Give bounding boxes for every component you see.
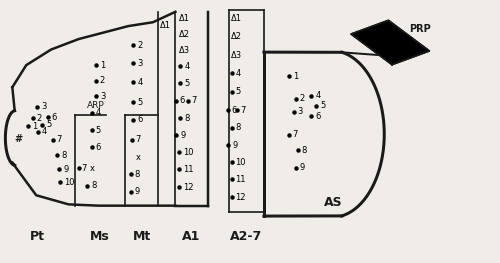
Text: 8: 8 — [184, 114, 190, 123]
Text: 4: 4 — [137, 78, 142, 87]
Text: 9: 9 — [232, 140, 237, 150]
Text: A1: A1 — [182, 230, 201, 243]
Text: 9: 9 — [180, 131, 186, 140]
Text: ARP: ARP — [87, 102, 104, 110]
Text: 3: 3 — [100, 92, 105, 101]
Text: A2-7: A2-7 — [230, 230, 262, 243]
Text: 6: 6 — [137, 115, 142, 124]
Text: 2: 2 — [137, 41, 142, 50]
Text: 4: 4 — [315, 91, 320, 100]
Text: 8: 8 — [302, 146, 307, 155]
Text: 3: 3 — [137, 59, 142, 68]
Text: 9: 9 — [63, 165, 68, 174]
Text: 3: 3 — [41, 102, 46, 111]
Text: 5: 5 — [137, 98, 142, 107]
Text: 10: 10 — [236, 158, 246, 167]
Text: Mt: Mt — [132, 230, 150, 243]
Text: 6: 6 — [96, 143, 101, 151]
Text: 5: 5 — [96, 126, 101, 135]
Text: 7: 7 — [293, 130, 298, 139]
Text: 7: 7 — [136, 135, 141, 144]
Text: 2: 2 — [100, 76, 105, 85]
Text: 11: 11 — [184, 165, 194, 174]
Text: 5: 5 — [236, 87, 241, 97]
Text: 3: 3 — [298, 108, 303, 117]
Text: 9: 9 — [134, 187, 140, 196]
Text: 7: 7 — [240, 106, 246, 115]
Text: 11: 11 — [236, 175, 246, 184]
Text: 4: 4 — [236, 69, 241, 78]
Text: Δ3: Δ3 — [231, 51, 242, 60]
Text: 5: 5 — [46, 120, 52, 129]
Text: 6: 6 — [52, 113, 57, 122]
Text: x: x — [136, 153, 140, 161]
Text: 12: 12 — [236, 193, 246, 201]
Text: 5: 5 — [184, 79, 190, 88]
Text: 4: 4 — [184, 62, 190, 71]
Text: 10: 10 — [64, 178, 74, 187]
Text: 7: 7 — [56, 135, 62, 144]
Text: 4: 4 — [96, 108, 101, 117]
Text: 1: 1 — [32, 122, 37, 131]
Text: 10: 10 — [184, 148, 194, 157]
Text: Δ2: Δ2 — [231, 32, 242, 41]
Text: Ms: Ms — [90, 230, 110, 243]
Text: 6: 6 — [315, 112, 320, 121]
Text: 2: 2 — [36, 114, 42, 123]
Text: 8: 8 — [61, 151, 66, 160]
Text: Δ1: Δ1 — [180, 14, 190, 23]
Text: 1: 1 — [100, 61, 105, 70]
Text: Pt: Pt — [30, 230, 44, 243]
Text: Δ2: Δ2 — [180, 30, 190, 39]
Text: 7: 7 — [191, 96, 196, 105]
Text: 6: 6 — [231, 106, 236, 115]
Text: 5: 5 — [320, 102, 326, 110]
Polygon shape — [351, 20, 430, 65]
Text: 12: 12 — [184, 183, 194, 192]
Text: Δ1: Δ1 — [160, 21, 170, 30]
Text: 9: 9 — [300, 163, 305, 173]
Text: #: # — [14, 134, 22, 144]
Text: Δ1: Δ1 — [231, 14, 242, 23]
Text: PRP: PRP — [409, 24, 431, 34]
Text: 8: 8 — [92, 181, 97, 190]
Text: 6: 6 — [180, 96, 185, 105]
Text: AS: AS — [324, 196, 343, 209]
Text: 4: 4 — [42, 127, 47, 136]
Text: 1: 1 — [293, 72, 298, 81]
Text: 8: 8 — [236, 123, 241, 132]
Text: 8: 8 — [134, 170, 140, 179]
Text: 7 x: 7 x — [82, 164, 96, 173]
Text: Δ3: Δ3 — [180, 46, 190, 55]
Text: 2: 2 — [300, 94, 305, 103]
